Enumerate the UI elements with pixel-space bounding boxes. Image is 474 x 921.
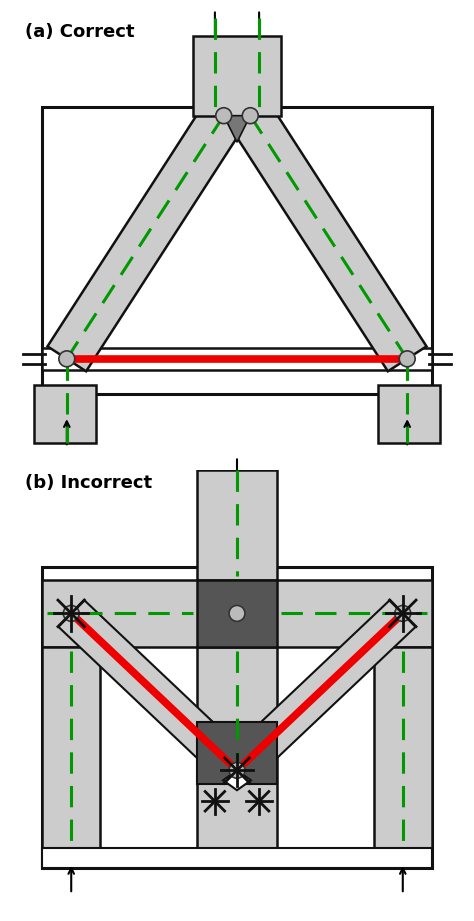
- Polygon shape: [224, 116, 250, 142]
- Circle shape: [242, 108, 258, 123]
- Polygon shape: [58, 600, 250, 784]
- Bar: [197, 470, 277, 580]
- Polygon shape: [223, 770, 251, 790]
- Bar: [193, 36, 281, 116]
- Bar: [43, 580, 431, 647]
- Circle shape: [216, 108, 232, 123]
- Circle shape: [59, 351, 75, 367]
- Text: (a) Correct: (a) Correct: [25, 23, 134, 41]
- Bar: [197, 722, 277, 784]
- Bar: [197, 580, 277, 647]
- Polygon shape: [224, 600, 416, 784]
- Bar: [378, 385, 440, 443]
- Polygon shape: [231, 103, 427, 371]
- Bar: [43, 567, 431, 868]
- Bar: [374, 647, 431, 868]
- Polygon shape: [47, 103, 243, 371]
- Circle shape: [63, 605, 79, 622]
- Bar: [43, 847, 431, 868]
- Bar: [43, 348, 431, 370]
- Circle shape: [229, 763, 245, 778]
- Circle shape: [229, 605, 245, 622]
- Bar: [43, 647, 100, 868]
- Bar: [43, 107, 431, 394]
- Bar: [34, 385, 96, 443]
- Circle shape: [399, 351, 415, 367]
- Text: (b) Incorrect: (b) Incorrect: [25, 474, 152, 492]
- Bar: [197, 647, 277, 868]
- Circle shape: [395, 605, 411, 622]
